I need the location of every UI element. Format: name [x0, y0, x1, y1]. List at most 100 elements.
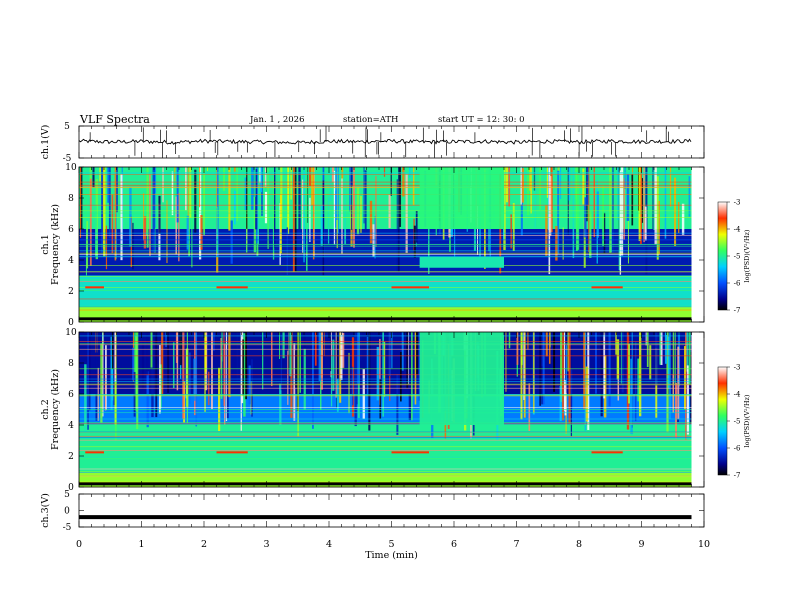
spectrogram-streak — [193, 358, 196, 401]
spectrogram-streak — [516, 332, 519, 365]
spectrogram-streak — [512, 203, 515, 251]
spectrogram-streak — [600, 332, 603, 417]
spectrogram-streak — [562, 227, 564, 260]
x-tick-label: 0 — [76, 539, 82, 550]
spectrogram-streak — [583, 218, 586, 268]
spectrogram-streak — [619, 170, 622, 275]
spectrogram-streak — [659, 332, 661, 365]
spectrogram-line — [79, 245, 692, 247]
spectrogram-streak — [149, 173, 151, 256]
spectrogram-streak — [272, 176, 275, 260]
spectrogram-streak — [644, 206, 647, 241]
spectrogram-streak — [620, 332, 623, 384]
spectrogram-streak — [134, 332, 137, 411]
spectrogram-streak — [410, 332, 413, 421]
spectrogram-streak — [550, 167, 553, 233]
x-tick-label: 7 — [513, 539, 519, 550]
spectrogram-streak — [204, 336, 207, 372]
y-tick-label: 5 — [64, 122, 70, 132]
spectrogram-line — [79, 431, 692, 433]
spectrogram-streak — [280, 167, 283, 220]
spectrogram-streak — [585, 366, 589, 422]
spectrogram-streak — [576, 167, 580, 250]
y-tick-label: -5 — [63, 523, 72, 533]
spectrogram-streak — [408, 332, 412, 421]
spectrogram-streak — [172, 342, 175, 389]
spectrogram-streak — [236, 332, 239, 382]
spectrogram-line — [79, 384, 692, 386]
spectrogram-streak — [322, 180, 325, 276]
spectrogram-streak — [589, 211, 592, 258]
spectrogram-streak — [406, 332, 409, 389]
spectrogram-streak — [100, 343, 103, 423]
spectrogram-streak — [92, 167, 95, 188]
spectrogram-streak — [188, 218, 190, 257]
x-tick-label: 4 — [326, 539, 332, 550]
enhanced-region — [419, 167, 504, 229]
spectrogram-line — [79, 254, 692, 255]
spectrogram-streak — [666, 332, 669, 433]
spectrogram-streak — [132, 347, 135, 381]
spectrogram-streak — [167, 332, 170, 393]
spectrogram-streak — [584, 332, 587, 431]
spectrogram-streak — [279, 332, 281, 360]
spectrogram-line — [79, 309, 692, 311]
spectrogram-line — [79, 475, 692, 477]
spectrogram-line — [79, 481, 692, 483]
colorbar-tick-label: -5 — [734, 253, 741, 261]
emission-bar — [85, 451, 104, 454]
spectrogram-streak — [95, 204, 98, 257]
date-label: Jan. 1 , 2026 — [250, 115, 305, 125]
spectrogram-streak — [175, 196, 177, 255]
spectrogram-streak — [686, 365, 689, 435]
x-tick-label: 3 — [263, 539, 269, 550]
spectrogram-streak — [630, 358, 632, 434]
spectrogram-streak — [553, 332, 556, 392]
spectrogram-streak — [262, 332, 264, 390]
spectrogram-streak — [382, 332, 385, 417]
spectrogram-streak — [383, 167, 386, 177]
spectrogram-streak — [617, 167, 619, 221]
spectrogram-streak — [292, 167, 295, 272]
spectrogram-streak — [396, 179, 398, 272]
y-tick-label: 5 — [64, 490, 70, 500]
spectrogram-streak — [320, 332, 324, 390]
spectrogram-line — [79, 276, 692, 277]
spectrogram-streak — [264, 167, 267, 187]
spectrogram-line — [79, 343, 692, 345]
spectrogram-streak — [534, 167, 537, 228]
spectrogram-line — [79, 250, 692, 252]
spectrogram-streak — [628, 343, 630, 404]
ch1-trace — [78, 138, 692, 145]
spectrogram-streak — [645, 332, 647, 346]
enhanced-region — [419, 256, 504, 268]
x-tick-label: 6 — [451, 539, 457, 550]
spectrogram-line — [79, 387, 692, 389]
x-tick-label: 9 — [638, 539, 644, 550]
y-axis-channel-label: ch.2 — [40, 399, 51, 420]
spectrogram-streak — [308, 167, 311, 187]
spectrogram-streak — [400, 351, 402, 402]
spectrogram-streak — [161, 332, 164, 395]
spectrogram-line — [79, 348, 692, 350]
figure-title: VLF Spectra — [80, 113, 150, 126]
spectrogram-line — [79, 395, 692, 397]
spectrogram-streak — [242, 339, 245, 396]
spectrogram-streak — [548, 332, 551, 364]
colorbar-label: log(PSD)(V²/Hz) — [743, 394, 751, 447]
emission-bar — [85, 286, 104, 289]
spectrogram-streak — [612, 167, 614, 253]
spectrogram-streak — [287, 350, 289, 405]
no-data-area — [691, 332, 704, 487]
spectrogram-streak — [228, 167, 231, 231]
spectrogram-streak — [79, 167, 82, 238]
spectrogram-streak — [314, 332, 317, 366]
spectrogram-streak — [228, 332, 231, 398]
spectrogram-streak — [621, 167, 624, 256]
spectrogram-streak — [189, 352, 191, 404]
spectrogram-line — [79, 244, 692, 245]
y-tick-label: 0 — [64, 507, 70, 517]
spectrogram-streak — [649, 345, 652, 380]
spectrogram-streak — [143, 193, 145, 241]
y-tick-label: 2 — [68, 287, 74, 297]
